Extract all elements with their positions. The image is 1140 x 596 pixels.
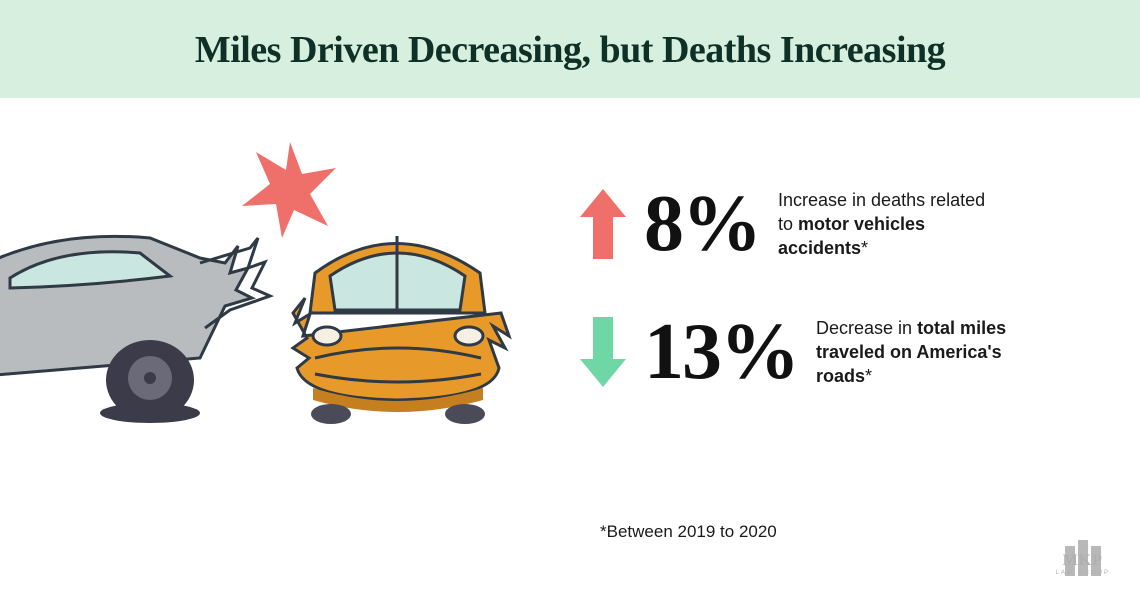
page-title: Miles Driven Decreasing, but Deaths Incr…	[0, 28, 1140, 72]
stat-value-increase: 8%	[644, 184, 760, 264]
crash-illustration	[0, 128, 560, 448]
brand-logo: MKP LAW GROUP	[1056, 540, 1110, 576]
footnote: *Between 2019 to 2020	[600, 522, 777, 542]
stat-row-decrease: 13% Decrease in total miles traveled on …	[580, 312, 1080, 392]
stat-row-increase: 8% Increase in deaths related to motor v…	[580, 184, 1080, 264]
arrow-up-icon	[580, 189, 626, 259]
left-car-icon	[0, 236, 270, 423]
arrow-down-icon	[580, 317, 626, 387]
stat-value-decrease: 13%	[644, 312, 798, 392]
header-band: Miles Driven Decreasing, but Deaths Incr…	[0, 0, 1140, 98]
content-row: 8% Increase in deaths related to motor v…	[0, 98, 1140, 448]
right-car-icon	[293, 236, 509, 424]
stat-desc-decrease: Decrease in total miles traveled on Amer…	[816, 316, 1036, 389]
stats-column: 8% Increase in deaths related to motor v…	[560, 184, 1080, 392]
impact-star-icon	[242, 142, 336, 238]
stat-desc-increase: Increase in deaths related to motor vehi…	[778, 188, 998, 261]
